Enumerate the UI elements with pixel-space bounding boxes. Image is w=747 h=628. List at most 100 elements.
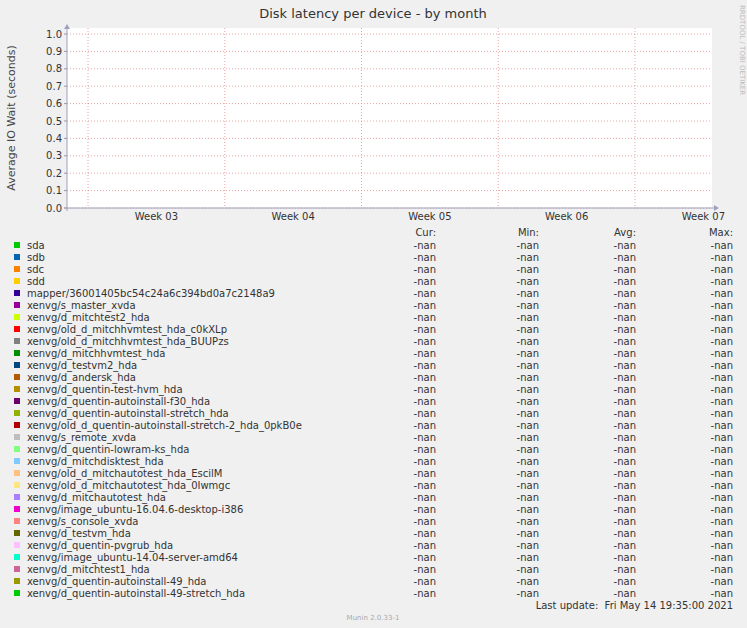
legend-stat: -nan [711,288,733,299]
legend-stat: -nan [711,372,733,383]
legend-label: xenvg/d_mitchtest2_hda [27,312,150,324]
legend-header: Avg: [614,227,636,238]
legend-label: xenvg/image_ubuntu-14.04-server-amd64 [27,552,238,564]
legend-label: xenvg/d_mitchautotest_hda [27,492,166,504]
footer: Munin 2.0.33-1 [347,614,400,622]
legend-label: xenvg/d_quentin-autoinstall-49-stretch_h… [27,588,245,600]
tick-label: Week 04 [271,211,314,222]
legend-stat: -nan [711,252,733,263]
legend-label: xenvg/d_mitchhvmtest_hda [27,348,165,360]
legend-stat: -nan [517,444,539,455]
watermark: RRDTOOL / TOBI OETIKER [738,5,746,95]
legend-stat: -nan [711,564,733,575]
legend-stat: -nan [614,276,636,287]
legend-swatch [14,350,20,356]
legend-stat: -nan [517,348,539,359]
legend-stat: -nan [711,540,733,551]
legend-stat: -nan [711,240,733,251]
legend-stat: -nan [517,492,539,503]
grid-line [635,28,636,208]
grid-line [67,34,712,35]
legend-swatch [14,458,20,464]
legend-stat: -nan [517,456,539,467]
legend-swatch [14,530,20,536]
legend-stat: -nan [711,348,733,359]
tick-label: 1.0 [46,29,62,40]
legend-stat: -nan [711,444,733,455]
legend-label: xenvg/d_quentin-autoinstall-f30_hda [27,396,210,408]
legend-swatch [14,446,20,452]
background [0,0,747,628]
legend-swatch [14,302,20,308]
title: Disk latency per device - by month [259,6,487,21]
legend-stat: -nan [517,576,539,587]
legend-stat: -nan [711,588,733,599]
legend-label: xenvg/d_quentin-autoinstall-49_hda [27,576,207,588]
legend-stat: -nan [614,252,636,263]
legend-stat: -nan [414,372,436,383]
legend-swatch [14,518,20,524]
legend-stat: -nan [414,360,436,371]
legend-stat: -nan [711,468,733,479]
legend-stat: -nan [517,336,539,347]
tick-label: 0.7 [46,81,62,92]
legend-stat: -nan [517,516,539,527]
legend-stat: -nan [414,516,436,527]
grid-line [88,28,89,208]
legend-stat: -nan [414,492,436,503]
legend-stat: -nan [414,444,436,455]
legend-stat: -nan [414,252,436,263]
legend-stat: -nan [414,300,436,311]
legend-stat: -nan [414,456,436,467]
legend-stat: -nan [711,492,733,503]
legend-swatch [14,422,20,428]
legend-label: xenvg/old_d_mitchhvmtest_hda_c0kXLp [27,324,227,336]
legend-stat: -nan [414,240,436,251]
legend-stat: -nan [614,468,636,479]
legend-stat: -nan [414,396,436,407]
legend-stat: -nan [414,276,436,287]
legend-stat: -nan [711,324,733,335]
legend-stat: -nan [414,408,436,419]
legend-stat: -nan [614,408,636,419]
legend-stat: -nan [517,564,539,575]
tick-label: 0.5 [46,116,62,127]
legend-stat: -nan [711,396,733,407]
grid-line [67,155,712,156]
grid-line [67,138,712,139]
legend-swatch [14,434,20,440]
legend-swatch [14,290,20,296]
legend-label: sdb [27,252,45,263]
grid-line [361,28,362,208]
legend-stat: -nan [614,504,636,515]
legend-stat: -nan [517,528,539,539]
legend-stat: -nan [614,396,636,407]
legend-stat: -nan [517,588,539,599]
chart: Disk latency per device - by month RRDTOO… [0,0,747,628]
tick-label: Week 07 [682,211,725,222]
grid-line [67,103,712,104]
legend-stat: -nan [414,384,436,395]
legend-header: Min: [518,227,539,238]
legend-stat: -nan [614,528,636,539]
tick-label: 0.8 [46,63,62,74]
y-axis-label: Average IO Wait (seconds) [5,45,18,190]
legend-stat: -nan [517,312,539,323]
legend-stat: -nan [414,504,436,515]
legend-stat: -nan [614,372,636,383]
legend-stat: -nan [414,336,436,347]
legend-stat: -nan [711,420,733,431]
legend-stat: -nan [517,432,539,443]
grid-line [67,68,712,69]
last-update: Last update: Fri May 14 19:35:00 2021 [536,600,733,611]
plot-area [67,28,712,208]
legend-label: sda [27,240,45,251]
grid-line [67,86,712,87]
grid-line [67,51,712,52]
legend-stat: -nan [517,468,539,479]
legend-stat: -nan [517,252,539,263]
legend-stat: -nan [711,408,733,419]
legend-stat: -nan [711,576,733,587]
legend-swatch [14,386,20,392]
legend-stat: -nan [414,420,436,431]
